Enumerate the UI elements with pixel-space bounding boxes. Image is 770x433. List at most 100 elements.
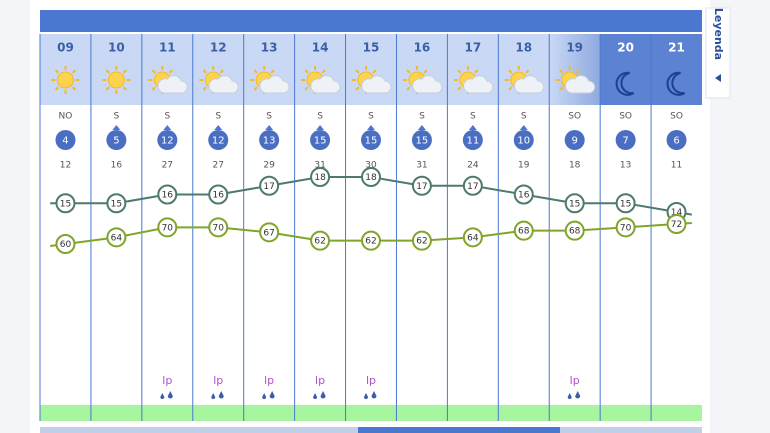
- gust: 27: [162, 161, 173, 171]
- sun-ray: [151, 86, 156, 91]
- hour-label: 11: [159, 41, 176, 55]
- gust: 13: [620, 161, 631, 171]
- hour-label: 18: [515, 41, 532, 55]
- legend-tab[interactable]: [705, 7, 731, 99]
- cloud: [259, 75, 290, 94]
- wind-direction: S: [266, 112, 272, 122]
- wind-speed: 7: [622, 136, 628, 147]
- wind-speed: 12: [161, 136, 174, 147]
- hour-label: 15: [363, 41, 380, 55]
- sun-ray: [219, 69, 224, 74]
- sun-ray: [105, 86, 111, 91]
- humidity-point: [564, 220, 585, 241]
- weather-icon: [102, 66, 131, 94]
- gust: 30: [365, 161, 377, 171]
- wind-speed: 11: [466, 136, 479, 147]
- temperature-point: [157, 184, 178, 205]
- wind-arrow: [367, 125, 375, 130]
- precipitation: lp: [366, 374, 376, 387]
- wind-speed-badge: [513, 130, 534, 150]
- wind-arrow: [265, 125, 274, 130]
- wind-arrow: [519, 125, 528, 130]
- temperature-label: 17: [416, 182, 427, 192]
- temperature-label: 15: [569, 199, 580, 209]
- wind-speed-badge: [208, 130, 229, 150]
- sun-ray: [253, 86, 258, 91]
- gust: 27: [213, 161, 224, 171]
- humidity-label: 62: [365, 237, 376, 247]
- sun-ray: [508, 69, 513, 74]
- wind-direction: S: [368, 112, 374, 122]
- humidity-label: 64: [467, 233, 479, 243]
- temperature-point: [259, 175, 280, 196]
- humidity-label: 70: [162, 223, 174, 233]
- cloud: [514, 75, 545, 94]
- precipitation: lp: [315, 374, 325, 387]
- wind-speed-badge: [310, 130, 331, 150]
- cloud: [463, 75, 494, 94]
- wind-speed-badge: [361, 130, 381, 150]
- temperature-point: [310, 167, 331, 187]
- cloud: [412, 75, 443, 94]
- humidity-point: [55, 234, 76, 254]
- weather-icon: [666, 71, 686, 96]
- wind-direction: S: [114, 112, 120, 122]
- sun-ray: [508, 86, 513, 91]
- humidity-point: [513, 220, 534, 241]
- scroll-thumb[interactable]: [358, 427, 560, 433]
- wind-speed: 12: [212, 136, 225, 147]
- sun-ray: [105, 69, 111, 74]
- wind-speed: 15: [365, 136, 378, 147]
- hour-label: 13: [261, 41, 278, 55]
- legend-arrow[interactable]: [715, 74, 721, 82]
- wind-direction: S: [317, 112, 323, 122]
- gust: 11: [671, 161, 682, 171]
- humidity-point: [462, 227, 483, 248]
- sun-ray: [54, 69, 60, 74]
- sun: [56, 71, 74, 89]
- cloud: [157, 75, 188, 94]
- sun-ray: [457, 86, 462, 91]
- sun-ray: [423, 69, 428, 74]
- rain-drops: [262, 391, 275, 399]
- humidity-label: 68: [569, 227, 581, 237]
- temperature-label: 18: [365, 173, 377, 183]
- weather-icon: [555, 66, 596, 94]
- cloud: [361, 75, 392, 94]
- sun-ray: [355, 86, 360, 91]
- sun-ray: [304, 69, 309, 74]
- gust: 16: [111, 161, 123, 171]
- hour-header: [651, 34, 702, 105]
- rain-drops: [313, 391, 326, 399]
- humidity-point: [666, 214, 687, 234]
- sun-ray: [122, 86, 127, 91]
- weather-icon: [250, 66, 290, 94]
- temperature-label: 16: [213, 191, 225, 201]
- sun-ray: [304, 86, 309, 91]
- moon: [615, 71, 635, 96]
- wind-arrow: [163, 125, 172, 130]
- sun-ray: [168, 69, 173, 74]
- hour-label: 09: [57, 41, 74, 55]
- wind-arrow: [316, 125, 325, 130]
- gust: 19: [518, 161, 530, 171]
- temperature-point: [513, 184, 534, 205]
- wind-speed: 6: [673, 136, 679, 147]
- weather-icon: [402, 66, 443, 94]
- sun-ray: [71, 69, 77, 74]
- humidity-label: 72: [671, 220, 682, 230]
- sun-ray: [372, 69, 377, 74]
- humidity-point: [411, 230, 432, 251]
- sun-ray: [355, 69, 360, 74]
- wind-speed-badge: [411, 130, 432, 150]
- temperature-point: [361, 167, 381, 187]
- temperature-label: 15: [111, 199, 122, 209]
- humidity-label: 60: [60, 240, 72, 250]
- humidity-point: [259, 222, 280, 243]
- hour-label: 16: [414, 41, 431, 55]
- temperature-label: 18: [314, 173, 326, 183]
- legend-tab-label[interactable]: Leyenda: [712, 8, 725, 60]
- wind-direction: SO: [670, 112, 683, 122]
- hour-header: [600, 34, 652, 105]
